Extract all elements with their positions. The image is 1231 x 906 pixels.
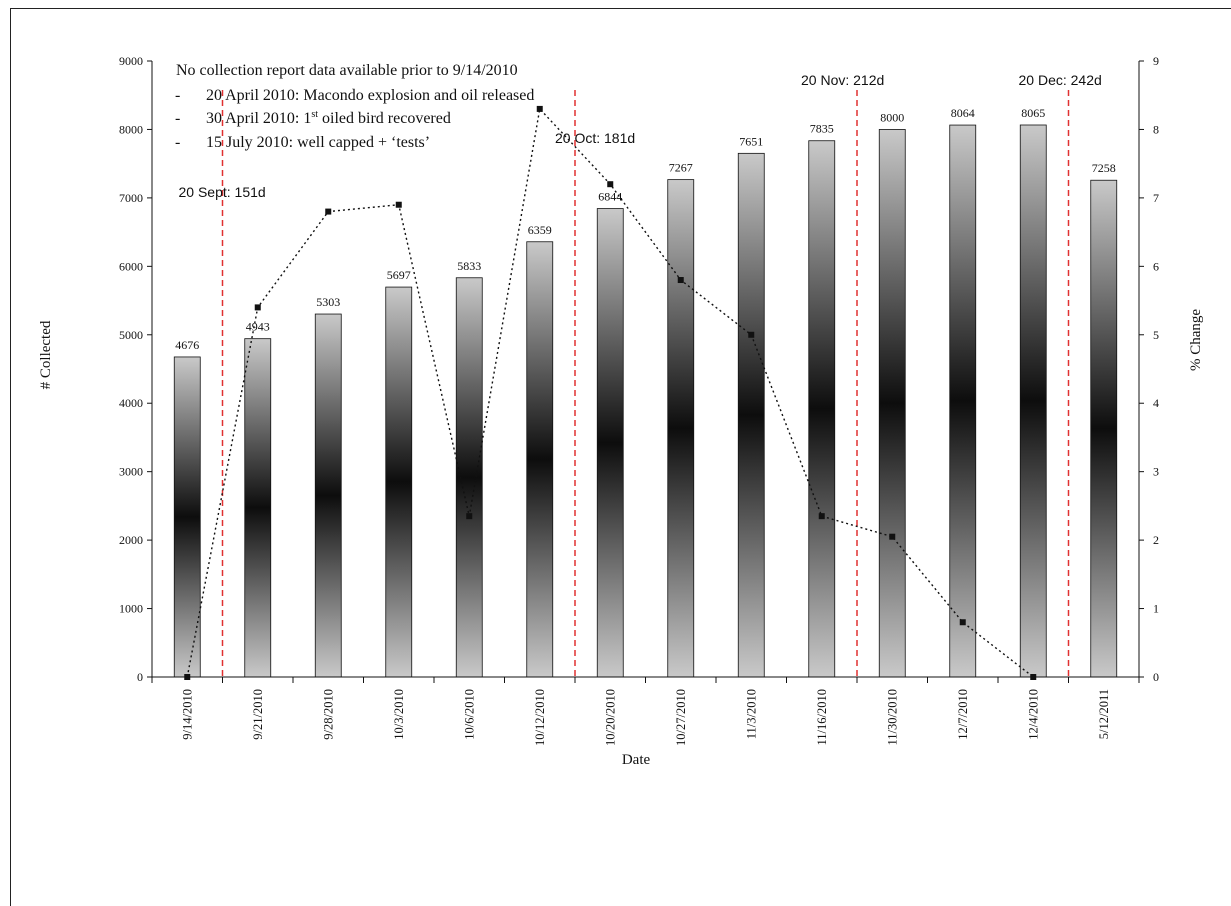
bar-13 <box>1019 124 1047 678</box>
bar-value-label-1: 4676 <box>175 338 199 352</box>
pct-change-marker-5 <box>466 513 473 520</box>
x-tick-label-7: 10/20/2010 <box>603 689 617 746</box>
y-tick-label-9: 9000 <box>119 54 143 68</box>
y-tick-label-7: 7000 <box>119 191 143 205</box>
bar-4 <box>385 286 413 678</box>
bar-value-label-9: 7651 <box>739 134 763 148</box>
bar-value-label-10: 7835 <box>810 122 834 136</box>
note-2: 30 April 2010: 1st oiled bird recovered <box>206 109 451 127</box>
chart-frame <box>10 8 1231 906</box>
pct-change-marker-10 <box>818 513 825 520</box>
pct-change-marker-7 <box>607 181 614 188</box>
bar-value-label-8: 7267 <box>669 161 693 175</box>
x-tick-label-4: 10/3/2010 <box>392 689 406 740</box>
note-2-post: oiled bird recovered <box>318 110 451 127</box>
bar-value-label-14: 7258 <box>1092 161 1116 175</box>
pct-change-marker-8 <box>677 277 684 284</box>
bar-value-label-3: 5303 <box>316 295 340 309</box>
notes-heading: No collection report data available prio… <box>176 62 518 79</box>
pct-change-marker-6 <box>536 105 543 112</box>
note-dash-1: - <box>175 87 180 104</box>
y2-tick-label-5: 5 <box>1153 328 1159 342</box>
bar-7 <box>596 208 624 678</box>
x-tick-label-6: 10/12/2010 <box>533 689 547 746</box>
pct-change-marker-12 <box>959 619 966 626</box>
label-layer: 20 Sept: 151d 20 Oct: 181d 20 Nov: 212d 20 … <box>119 54 1159 746</box>
note-dash-2: - <box>175 110 180 127</box>
x-axis-title: Date <box>622 752 651 768</box>
x-tick-label-11: 11/30/2010 <box>885 689 899 745</box>
y2-tick-label-4: 4 <box>1153 396 1159 410</box>
note-dash-3: - <box>175 134 180 151</box>
y2-axis-title: % Change <box>1188 309 1204 371</box>
pct-change-marker-3 <box>325 208 332 215</box>
bar-layer <box>173 124 1118 678</box>
bar-10 <box>808 140 836 678</box>
y-tick-label-8: 8000 <box>119 122 143 136</box>
annotation-layer <box>221 90 1070 677</box>
x-tick-label-12: 12/7/2010 <box>956 689 970 740</box>
note-3: 15 July 2010: well capped + ‘tests’ <box>206 134 430 151</box>
annotation-label-1: 20 Sept: 151d <box>179 184 266 200</box>
y2-tick-label-6: 6 <box>1153 259 1159 273</box>
bar-1 <box>173 356 201 678</box>
bar-3 <box>314 313 342 678</box>
x-tick-label-13: 12/4/2010 <box>1026 689 1040 740</box>
note-1: 20 April 2010: Macondo explosion and oil… <box>206 87 534 104</box>
y2-tick-label-1: 1 <box>1153 602 1159 616</box>
notes-block: No collection report data available prio… <box>175 62 534 151</box>
bar-value-label-11: 8000 <box>880 110 904 124</box>
bar-9 <box>737 152 765 678</box>
x-tick-label-1: 9/14/2010 <box>180 689 194 740</box>
bar-value-label-13: 8065 <box>1021 106 1045 120</box>
y2-tick-label-3: 3 <box>1153 465 1159 479</box>
bar-2 <box>244 338 272 678</box>
pct-change-marker-1 <box>184 674 191 680</box>
y-tick-label-5: 5000 <box>119 328 143 342</box>
note-2-sup: st <box>311 109 318 120</box>
y2-tick-label-7: 7 <box>1153 191 1159 205</box>
y-tick-label-1: 1000 <box>119 602 143 616</box>
bar-value-label-12: 8064 <box>951 106 975 120</box>
pct-change-marker-4 <box>395 201 402 208</box>
bar-14 <box>1090 179 1118 678</box>
bar-value-label-2: 4943 <box>246 320 270 334</box>
y2-tick-label-2: 2 <box>1153 533 1159 547</box>
pct-change-marker-9 <box>748 331 755 338</box>
y-axis-title: # Collected <box>38 320 54 389</box>
axis-layer <box>147 60 1144 683</box>
bar-value-label-5: 5833 <box>457 259 481 273</box>
note-2-pre: 30 April 2010: 1 <box>206 110 311 127</box>
bar-6 <box>526 241 554 678</box>
y2-tick-label-8: 8 <box>1153 122 1159 136</box>
annotation-label-3: 20 Nov: 212d <box>801 72 884 88</box>
bar-value-label-6: 6359 <box>528 223 552 237</box>
bar-11 <box>878 129 906 678</box>
x-tick-label-10: 11/16/2010 <box>815 689 829 745</box>
bar-value-label-7: 6844 <box>598 190 622 204</box>
annotation-label-4: 20 Dec: 242d <box>1019 72 1102 88</box>
y2-tick-label-9: 9 <box>1153 54 1159 68</box>
y-tick-label-2: 2000 <box>119 533 143 547</box>
y-tick-label-3: 3000 <box>119 465 143 479</box>
bar-value-label-4: 5697 <box>387 268 411 282</box>
pct-change-marker-13 <box>1030 674 1037 680</box>
bar-8 <box>667 179 695 678</box>
x-tick-label-2: 9/21/2010 <box>251 689 265 740</box>
x-tick-label-3: 9/28/2010 <box>321 689 335 740</box>
y-tick-label-0: 0 <box>137 670 143 684</box>
y-tick-label-4: 4000 <box>119 396 143 410</box>
pct-change-marker-11 <box>889 533 896 540</box>
y-tick-label-6: 6000 <box>119 259 143 273</box>
line-layer <box>184 105 1037 680</box>
bar-12 <box>949 124 977 678</box>
annotation-label-2: 20 Oct: 181d <box>555 130 635 146</box>
x-tick-label-9: 11/3/2010 <box>744 689 758 739</box>
x-tick-label-14: 5/12/2011 <box>1097 689 1111 739</box>
pct-change-marker-2 <box>254 304 261 311</box>
x-tick-label-5: 10/6/2010 <box>462 689 476 740</box>
x-tick-label-8: 10/27/2010 <box>674 689 688 746</box>
y2-tick-label-0: 0 <box>1153 670 1159 684</box>
